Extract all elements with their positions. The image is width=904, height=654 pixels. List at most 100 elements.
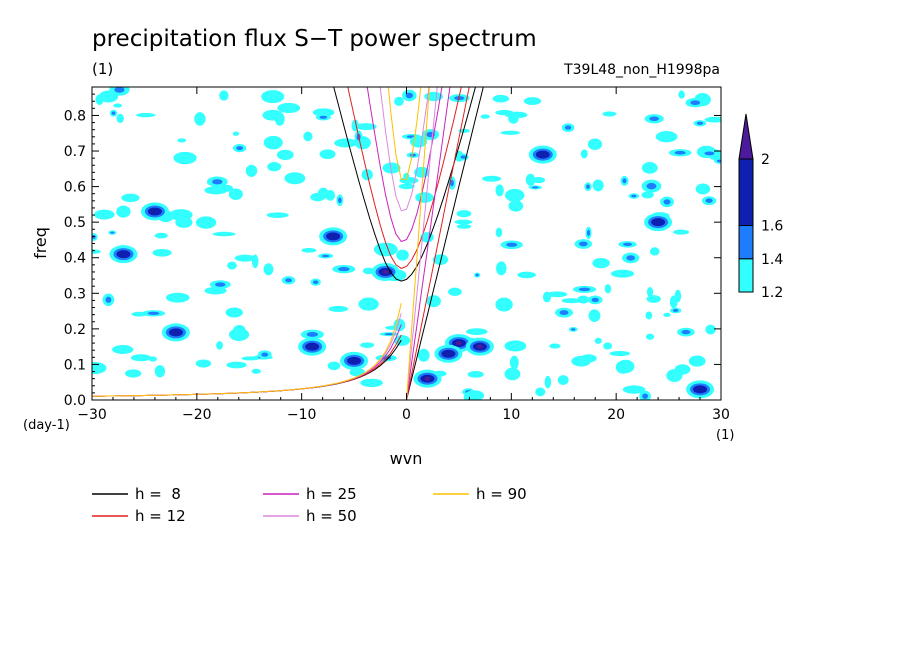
- power-contour: [276, 149, 294, 160]
- legend-label: h = 8: [135, 485, 181, 503]
- power-contour: [234, 254, 256, 262]
- power-contour: [645, 333, 655, 340]
- power-contour: [136, 112, 156, 118]
- power-contour: [622, 178, 627, 184]
- power-contour: [587, 229, 591, 236]
- power-contour: [705, 324, 716, 335]
- peak-contour: [693, 385, 708, 394]
- colorbar-segment: [738, 258, 754, 293]
- power-contour: [112, 345, 134, 354]
- power-contour: [646, 287, 654, 298]
- power-contour: [338, 197, 342, 204]
- legend: h = 8 h = 12 h = 25 h = 50 h = 90: [92, 485, 527, 525]
- power-contour: [382, 162, 401, 174]
- power-contour: [195, 216, 217, 229]
- colorbar-label: 1.4: [761, 252, 783, 268]
- power-contour: [532, 176, 546, 184]
- inertio-gravity-curve: [333, 87, 476, 282]
- power-contour: [495, 184, 504, 197]
- power-contour: [177, 138, 187, 143]
- power-contour: [500, 130, 521, 135]
- power-contour: [92, 249, 101, 254]
- power-contour: [681, 329, 691, 335]
- power-contour: [549, 343, 561, 349]
- power-contour: [642, 393, 649, 399]
- power-contour: [338, 267, 350, 272]
- chart-title: precipitation flux S−T power spectrum: [92, 26, 537, 52]
- power-contour: [116, 205, 131, 218]
- power-contour: [496, 261, 507, 276]
- power-contour: [328, 305, 349, 312]
- power-contour: [358, 297, 379, 311]
- power-contour: [417, 348, 430, 362]
- colorbar-segment: [738, 225, 754, 260]
- power-contour: [394, 96, 404, 106]
- legend-label: h = 90: [476, 485, 527, 503]
- power-contour: [561, 298, 581, 304]
- units-label: (1): [92, 60, 113, 78]
- power-contour: [99, 90, 119, 103]
- kelvin-curve: [406, 87, 484, 400]
- power-contour: [319, 115, 328, 119]
- inertio-gravity-curve: [387, 87, 422, 180]
- y-tick-label: 0.7: [64, 144, 86, 160]
- power-contour: [509, 355, 519, 370]
- power-contour: [610, 269, 635, 278]
- power-contour: [604, 284, 612, 294]
- y-tick-label: 0.0: [64, 393, 86, 409]
- power-contour: [480, 114, 490, 119]
- power-contour: [321, 254, 330, 258]
- power-contour: [688, 355, 706, 367]
- power-contour: [696, 121, 704, 125]
- power-contour: [173, 151, 197, 165]
- power-contour: [92, 362, 107, 375]
- power-contour: [360, 378, 383, 388]
- power-contour: [105, 296, 112, 303]
- power-contour: [261, 90, 285, 104]
- power-contour: [232, 131, 240, 136]
- power-contour: [266, 212, 289, 218]
- power-contour: [113, 103, 123, 108]
- power-contour: [542, 291, 552, 303]
- power-contour: [319, 149, 336, 159]
- y-tick-label: 0.1: [64, 357, 86, 373]
- power-contour: [704, 116, 721, 123]
- power-contour: [495, 297, 513, 312]
- power-contour: [153, 251, 171, 256]
- power-contour: [263, 135, 283, 150]
- power-contours: [92, 87, 721, 400]
- power-contour: [195, 359, 212, 368]
- x-tick-label: 20: [607, 407, 625, 423]
- power-contour: [571, 328, 576, 331]
- kelvin-curve: [406, 87, 470, 400]
- y-tick-label: 0.5: [64, 215, 86, 231]
- peak-contour: [424, 376, 431, 381]
- y-tick-label: 0.4: [64, 251, 86, 267]
- y-tick-label: 0.2: [64, 322, 86, 338]
- power-contour: [622, 385, 646, 394]
- power-contour: [467, 370, 484, 378]
- peak-contour: [326, 232, 341, 241]
- y-tick-label: 0.3: [64, 286, 86, 302]
- x-axis-label: wvn: [390, 449, 423, 468]
- power-contour: [373, 242, 398, 257]
- power-contour: [154, 232, 168, 239]
- power-contour: [130, 354, 152, 362]
- power-contour: [649, 247, 660, 256]
- power-contour: [277, 102, 301, 114]
- power-contour: [233, 324, 246, 336]
- power-contour: [578, 241, 588, 247]
- power-contour: [674, 150, 686, 155]
- power-contour: [110, 231, 115, 234]
- power-contour: [360, 342, 375, 348]
- power-contour: [409, 153, 417, 157]
- power-contour: [463, 390, 480, 400]
- peak-contour: [651, 218, 666, 227]
- peak-contour: [455, 341, 462, 346]
- power-contour: [396, 249, 409, 261]
- power-contour: [588, 309, 601, 322]
- y-axis: 0.0 0.1 0.2 0.3 0.4 0.5 0.6 0.7 0.8: [64, 93, 721, 409]
- power-contour: [225, 307, 243, 318]
- power-contour: [641, 162, 658, 174]
